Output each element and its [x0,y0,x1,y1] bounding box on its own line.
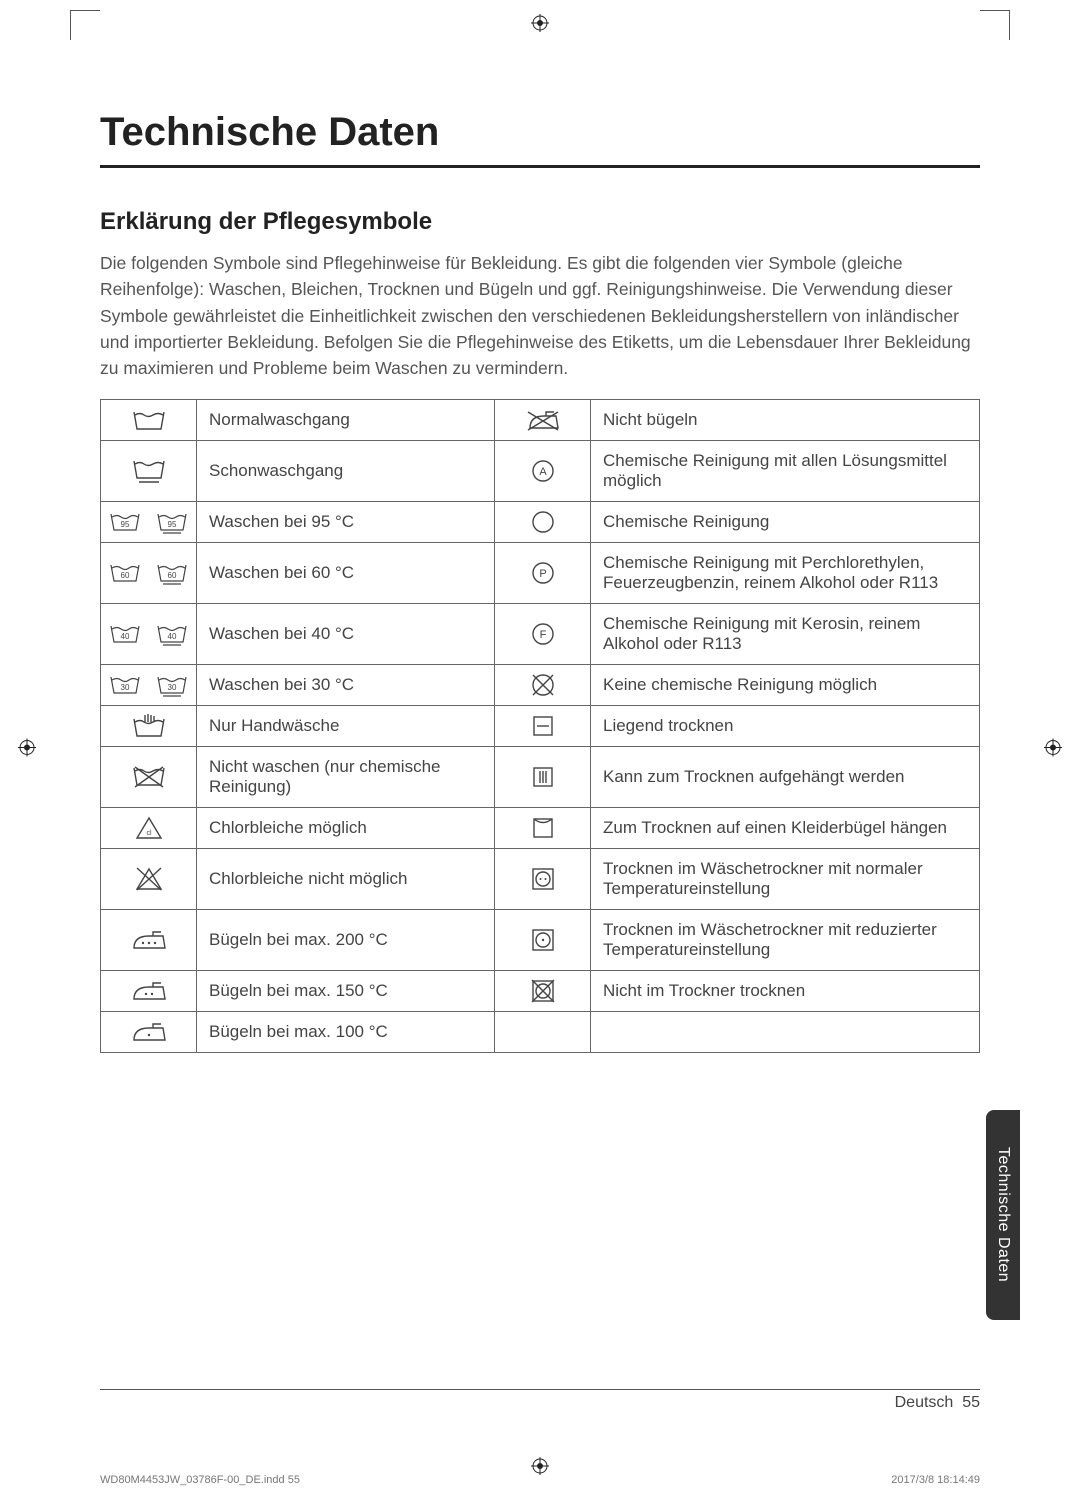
cell-text: Liegend trocknen [591,706,980,747]
dryclean-p-icon: P [495,543,591,604]
registration-mark-icon [1044,739,1062,762]
cell-text: Chemische Reinigung mit Kerosin, reinem … [591,604,980,665]
svg-text:30: 30 [121,683,130,692]
footer-page: 55 [962,1394,980,1411]
side-tab-label: Technische Daten [994,1147,1012,1282]
crop-mark-icon [70,10,100,40]
tumble-dry-low-icon [495,910,591,971]
no-tumble-dry-icon [495,971,591,1012]
svg-text:40: 40 [167,632,176,641]
tumble-dry-normal-icon [495,849,591,910]
dry-flat-icon [495,706,591,747]
cell-text: Schonwaschgang [197,441,495,502]
cell-text: Chemische Reinigung mit Perchlorethylen,… [591,543,980,604]
cell-text: Nicht waschen (nur chemische Reinigung) [197,747,495,808]
table-row: Bügeln bei max. 100 °C [101,1012,980,1053]
footer-lang: Deutsch [895,1394,954,1411]
hand-wash-icon [101,706,197,747]
svg-text:60: 60 [121,571,130,580]
empty-cell [495,1012,591,1053]
iron-150-icon [101,971,197,1012]
drip-dry-icon [495,808,591,849]
table-row: Schonwaschgang A Chemische Reinigung mit… [101,441,980,502]
footer-text: Deutsch 55 [883,1394,980,1412]
wash-95-icon: 95 95 [101,502,197,543]
table-row: Nur Handwäsche Liegend trocknen [101,706,980,747]
table-row: Normalwaschgang Nicht bügeln [101,400,980,441]
cell-text: Nicht bügeln [591,400,980,441]
cell-text: Trocknen im Wäschetrockner mit reduziert… [591,910,980,971]
page-content: Technische Daten Erklärung der Pflegesym… [100,110,980,1440]
cell-text: Chlorbleiche nicht möglich [197,849,495,910]
svg-text:60: 60 [167,571,176,580]
bleach-ok-icon: cl [101,808,197,849]
cell-text: Trocknen im Wäschetrockner mit normaler … [591,849,980,910]
cell-text: Zum Trocknen auf einen Kleiderbügel häng… [591,808,980,849]
side-tab: Technische Daten [986,1110,1020,1320]
section-heading: Erklärung der Pflegesymbole [100,208,980,236]
cell-text: Bügeln bei max. 100 °C [197,1012,495,1053]
table-row: 40 40 Waschen bei 40 °C F Chemische Rein… [101,604,980,665]
table-row: cl Chlorbleiche möglich Zum Trocknen auf… [101,808,980,849]
cell-text: Chemische Reinigung mit allen Lösungsmit… [591,441,980,502]
no-bleach-icon [101,849,197,910]
wash-40-icon: 40 40 [101,604,197,665]
table-row: 60 60 Waschen bei 60 °C P Chemische Rein… [101,543,980,604]
footer-rule [100,1389,980,1390]
cell-text: Chemische Reinigung [591,502,980,543]
print-timestamp-meta: 2017/3/8 18:14:49 [891,1474,980,1486]
no-wash-icon [101,747,197,808]
registration-mark-icon [18,739,36,762]
svg-text:A: A [539,466,547,478]
wash-30-icon: 30 30 [101,665,197,706]
cell-text: Kann zum Trocknen aufgehängt werden [591,747,980,808]
registration-mark-icon [531,14,549,37]
intro-paragraph: Die folgenden Symbole sind Pflegehinweis… [100,250,980,381]
table-row: 30 30 Waschen bei 30 °C Keine chemische … [101,665,980,706]
no-dryclean-icon [495,665,591,706]
cell-text: Waschen bei 60 °C [197,543,495,604]
dryclean-f-icon: F [495,604,591,665]
dryclean-a-icon: A [495,441,591,502]
print-file-meta: WD80M4453JW_03786F-00_DE.indd 55 [100,1474,300,1486]
cell-text: Bügeln bei max. 150 °C [197,971,495,1012]
svg-text:40: 40 [121,632,130,641]
svg-text:F: F [539,629,546,641]
no-iron-icon [495,400,591,441]
svg-text:P: P [539,568,546,580]
line-dry-icon [495,747,591,808]
wash-gentle-icon [101,441,197,502]
iron-100-icon [101,1012,197,1053]
svg-text:95: 95 [167,520,176,529]
cell-text: Nur Handwäsche [197,706,495,747]
registration-mark-icon [531,1457,549,1480]
cell-text: Nicht im Trockner trocknen [591,971,980,1012]
table-row: Chlorbleiche nicht möglich Trocknen im W… [101,849,980,910]
svg-text:95: 95 [121,520,130,529]
wash-normal-icon [101,400,197,441]
wash-60-icon: 60 60 [101,543,197,604]
title-rule [100,165,980,168]
dryclean-icon [495,502,591,543]
cell-text: Waschen bei 30 °C [197,665,495,706]
cell-text: Waschen bei 95 °C [197,502,495,543]
care-symbol-table: Normalwaschgang Nicht bügeln Schonwaschg… [100,399,980,1053]
crop-mark-icon [980,10,1010,40]
cell-text: Normalwaschgang [197,400,495,441]
cell-text [591,1012,980,1053]
cell-text: Chlorbleiche möglich [197,808,495,849]
iron-200-icon [101,910,197,971]
table-row: 95 95 Waschen bei 95 °C Chemische Reinig… [101,502,980,543]
cell-text: Keine chemische Reinigung möglich [591,665,980,706]
cell-text: Bügeln bei max. 200 °C [197,910,495,971]
table-row: Bügeln bei max. 150 °C Nicht im Trockner… [101,971,980,1012]
cell-text: Waschen bei 40 °C [197,604,495,665]
page-title: Technische Daten [100,110,980,155]
table-row: Nicht waschen (nur chemische Reinigung) … [101,747,980,808]
table-row: Bügeln bei max. 200 °C Trocknen im Wäsch… [101,910,980,971]
svg-text:30: 30 [167,683,176,692]
svg-text:cl: cl [146,830,152,837]
